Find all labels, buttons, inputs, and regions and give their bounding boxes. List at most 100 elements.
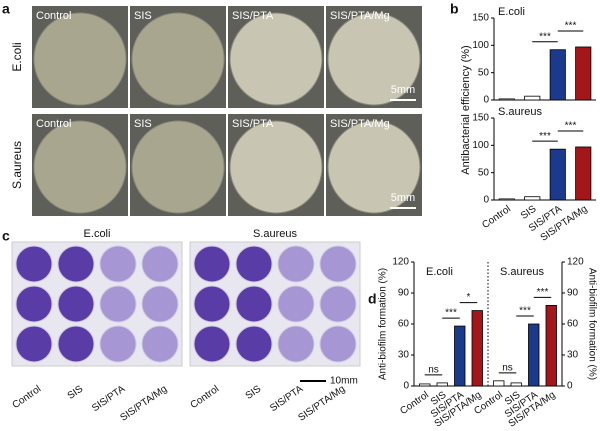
- well: [57, 285, 95, 323]
- plate-title: S.aureus: [253, 228, 298, 240]
- well: [15, 245, 53, 283]
- tick-label: 60: [567, 319, 579, 330]
- tick-label: 50: [478, 167, 490, 178]
- well: [193, 285, 231, 323]
- bar: [545, 304, 557, 387]
- dish: [33, 120, 127, 214]
- well: [235, 325, 273, 363]
- bar: [575, 146, 592, 201]
- well: [99, 325, 137, 363]
- panel-label: a: [2, 1, 10, 17]
- tick-label: 0: [567, 381, 573, 392]
- well: [99, 245, 137, 283]
- scale-label: 5mm: [391, 192, 415, 204]
- sig-label: ***: [537, 287, 549, 298]
- bar: [524, 196, 541, 201]
- dish: [229, 120, 323, 214]
- photo-label: Control: [36, 10, 71, 22]
- y-axis-label: Anti-biofilm formation (%): [378, 268, 389, 380]
- well: [319, 245, 357, 283]
- bar: [493, 380, 505, 387]
- sig-label: ns: [502, 362, 513, 373]
- dish: [33, 12, 127, 106]
- bar: [498, 98, 515, 101]
- sig-label: ***: [539, 31, 551, 42]
- photo-label: SIS/PTA/Mg: [330, 118, 390, 130]
- plate-title: E.coli: [84, 228, 111, 240]
- dish: [327, 120, 421, 214]
- tick-label: 60: [398, 319, 410, 330]
- panel-label: c: [2, 228, 10, 244]
- category-label: SIS/PTA/Mg: [118, 384, 169, 424]
- bar: [419, 383, 431, 387]
- dish: [131, 12, 225, 106]
- well: [319, 325, 357, 363]
- category-label: SIS/PTA: [268, 383, 305, 414]
- bar: [528, 323, 540, 387]
- row-label: S.aureus: [10, 141, 24, 189]
- well: [235, 245, 273, 283]
- sig-label: ns: [428, 365, 439, 376]
- well: [15, 325, 53, 363]
- bar: [510, 382, 522, 387]
- y2-axis-label: Anti-biofilm formation (%): [586, 268, 597, 380]
- dish: [327, 12, 421, 106]
- category-label: Control: [480, 204, 513, 232]
- scale-label: 10mm: [330, 376, 358, 387]
- category-label: Control: [189, 384, 222, 412]
- photo-label: SIS: [134, 118, 152, 130]
- photo-label: SIS/PTA: [232, 10, 274, 22]
- well: [277, 325, 315, 363]
- y-axis-label: Antibacterial efficiency (%): [460, 45, 472, 174]
- category-label: SIS/PTA: [90, 383, 127, 414]
- category-label: SIS: [244, 383, 264, 401]
- sig-label: ***: [445, 308, 457, 319]
- well: [57, 325, 95, 363]
- bar: [549, 49, 566, 101]
- tick-label: 30: [567, 350, 579, 361]
- tick-label: 30: [398, 350, 410, 361]
- bar: [436, 382, 448, 387]
- well: [57, 245, 95, 283]
- bar: [454, 325, 466, 387]
- well: [277, 245, 315, 283]
- scale-label: 5mm: [391, 84, 415, 96]
- tick-label: 150: [472, 13, 489, 24]
- tick-label: 100: [472, 140, 489, 151]
- panel-label: b: [450, 1, 459, 17]
- tick-label: 120: [567, 257, 584, 268]
- tick-label: 90: [398, 288, 410, 299]
- dish: [229, 12, 323, 106]
- sig-label: ***: [539, 131, 551, 142]
- sig-label: ***: [519, 306, 531, 317]
- photo-label: SIS: [134, 10, 152, 22]
- panel-label: d: [368, 291, 377, 307]
- well: [141, 245, 179, 283]
- well: [193, 325, 231, 363]
- category-label: SIS/PTA/Mg: [296, 384, 347, 424]
- group-title: S.aureus: [500, 266, 545, 278]
- chart-title: S.aureus: [498, 106, 543, 118]
- photo-label: Control: [36, 118, 71, 130]
- well: [15, 285, 53, 323]
- photo-label: SIS/PTA/Mg: [330, 10, 390, 22]
- category-label: Control: [11, 384, 44, 412]
- well: [141, 325, 179, 363]
- well: [319, 285, 357, 323]
- tick-label: 120: [392, 257, 409, 268]
- bar: [498, 198, 515, 201]
- tick-label: 100: [472, 40, 489, 51]
- sig-label: ***: [565, 121, 577, 132]
- sig-label: ***: [565, 21, 577, 32]
- well: [193, 245, 231, 283]
- tick-label: 150: [472, 113, 489, 124]
- tick-label: 0: [403, 381, 409, 392]
- category-label: SIS: [66, 383, 86, 401]
- well: [235, 285, 273, 323]
- well: [99, 285, 137, 323]
- tick-label: 50: [478, 67, 490, 78]
- bar: [524, 95, 541, 101]
- row-label: E.coli: [10, 42, 24, 71]
- bar: [549, 148, 566, 201]
